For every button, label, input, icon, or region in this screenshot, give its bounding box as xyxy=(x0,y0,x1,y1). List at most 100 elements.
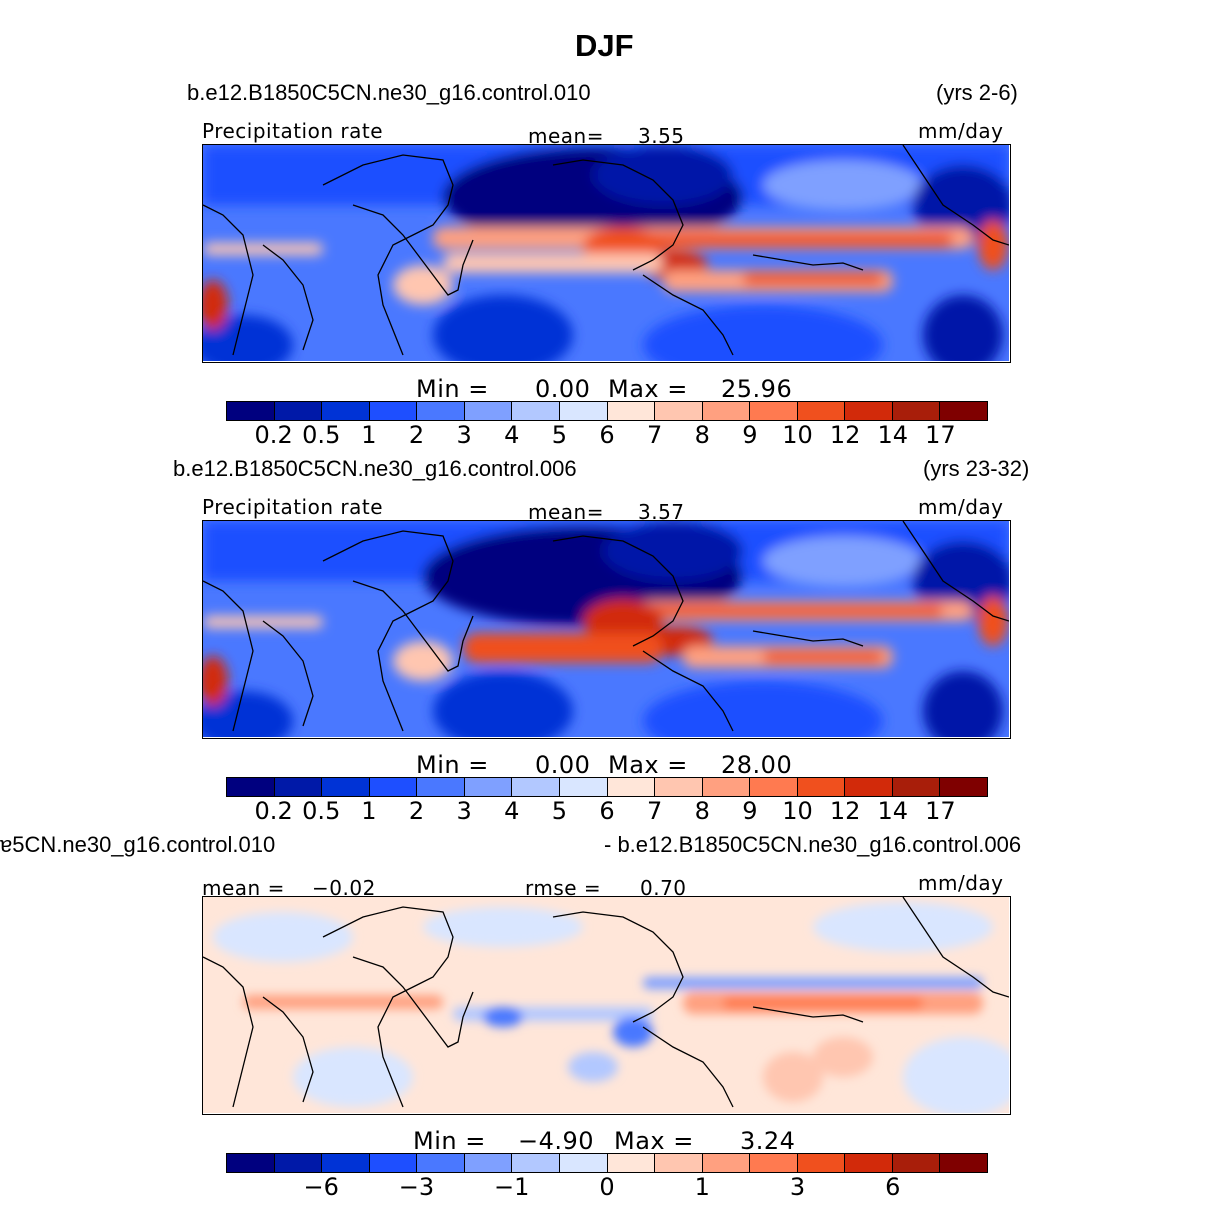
panel3-colorbar-swatch xyxy=(750,1154,798,1172)
panel2-colorbar-swatch xyxy=(369,778,418,796)
panel2-colorbar-swatch xyxy=(464,778,513,796)
panel3-colorbar-tick: 0 xyxy=(599,1173,615,1201)
panel2-colorbar-swatch xyxy=(512,778,560,796)
panel2-colorbar-swatch xyxy=(797,778,846,796)
panel1-colorbar-swatch xyxy=(274,402,323,420)
panel1-colorbar-swatch xyxy=(512,402,560,420)
panel1-max-label: Max = xyxy=(608,375,688,403)
panel1-colorbar-swatch xyxy=(322,402,370,420)
panel3-colorbar-tick: −1 xyxy=(494,1173,530,1201)
panel2-variable: Precipitation rate xyxy=(202,495,383,519)
panel3-colorbar-swatch xyxy=(369,1154,418,1172)
panel1-colorbar-ticks: 0.2 0.5 1 2 3 4 5 6 7 8 9 10 12 14 17 xyxy=(226,421,988,451)
panel1-colorbar-swatch xyxy=(464,402,513,420)
panel2-colorbar-tick: 6 xyxy=(599,797,615,825)
panel3-min-value: −4.90 xyxy=(518,1127,595,1155)
panel1-colorbar-swatch xyxy=(702,402,751,420)
panel1-colorbar-swatch xyxy=(845,402,893,420)
panel2-case-name: b.e12.B1850C5CN.ne30_g16.control.006 xyxy=(173,456,577,481)
panel2-colorbar-tick: 5 xyxy=(551,797,568,825)
panel3-colorbar-tick: −6 xyxy=(303,1173,339,1201)
panel1-colorbar-tick: 17 xyxy=(925,421,956,449)
panel3-colorbar-swatch xyxy=(227,1154,275,1172)
panel3-units: mm/day xyxy=(918,871,1004,895)
panel2-colorbar-tick: 4 xyxy=(504,797,520,825)
panel2-colorbar-tick: 0.2 xyxy=(254,797,293,825)
panel3-colorbar-swatch xyxy=(322,1154,370,1172)
panel1-colorbar-tick: 0.5 xyxy=(302,421,341,449)
panel2-colorbar-swatch xyxy=(750,778,798,796)
panel1-variable: Precipitation rate xyxy=(202,119,383,143)
panel2-max-value: 28.00 xyxy=(721,751,793,779)
panel2-colorbar-tick: 1 xyxy=(361,797,377,825)
panel3-colorbar xyxy=(226,1153,988,1173)
panel1-precip-field xyxy=(203,145,1009,361)
panel1-colorbar-tick: 4 xyxy=(504,421,520,449)
panel3-colorbar-swatch xyxy=(607,1154,656,1172)
panel3-colorbar-tick: 1 xyxy=(694,1173,710,1201)
panel1-colorbar-tick: 12 xyxy=(829,421,861,449)
figure-title: DJF xyxy=(575,28,634,63)
panel1-map xyxy=(202,144,1011,363)
panel2-colorbar-ticks: 0.2 0.5 1 2 3 4 5 6 7 8 9 10 12 14 17 xyxy=(226,797,988,827)
panel2-colorbar-tick: 9 xyxy=(742,797,758,825)
panel1-years: (yrs 2-6) xyxy=(936,80,1018,105)
panel2-colorbar-tick: 0.5 xyxy=(302,797,341,825)
panel2-colorbar-swatch xyxy=(607,778,656,796)
panel2-precip-field xyxy=(203,521,1009,737)
panel2-colorbar-swatch xyxy=(940,778,987,796)
panel3-colorbar-swatch xyxy=(797,1154,846,1172)
panel1-colorbar-tick: 1 xyxy=(361,421,377,449)
panel1-colorbar-tick: 0.2 xyxy=(254,421,293,449)
panel1-colorbar-tick: 3 xyxy=(456,421,472,449)
panel2-colorbar-swatch xyxy=(417,778,465,796)
panel1-colorbar-swatch xyxy=(797,402,846,420)
panel3-colorbar-swatch xyxy=(655,1154,703,1172)
panel1-colorbar-tick: 7 xyxy=(646,421,663,449)
panel2-min-value: 0.00 xyxy=(535,751,591,779)
panel3-colorbar-swatch xyxy=(702,1154,751,1172)
panel2-min-label: Min = xyxy=(416,751,489,779)
panel2-colorbar-tick: 3 xyxy=(456,797,472,825)
panel2-colorbar-swatch xyxy=(702,778,751,796)
panel3-max-label: Max = xyxy=(614,1127,694,1155)
panel2-colorbar-swatch xyxy=(227,778,275,796)
panel1-colorbar-swatch xyxy=(559,402,608,420)
panel2-colorbar-swatch xyxy=(892,778,941,796)
panel3-colorbar-tick: 3 xyxy=(789,1173,806,1201)
panel3-colorbar-ticks: −6 −3 −1 0 1 3 6 xyxy=(226,1173,988,1203)
panel3-min-label: Min = xyxy=(413,1127,486,1155)
panel3-colorbar-swatch xyxy=(940,1154,987,1172)
panel2-colorbar-tick: 17 xyxy=(925,797,956,825)
panel1-colorbar-swatch xyxy=(607,402,656,420)
panel2-colorbar-tick: 14 xyxy=(877,797,909,825)
panel3-map xyxy=(202,896,1011,1115)
panel3-max-value: 3.24 xyxy=(740,1127,796,1155)
panel2-map xyxy=(202,520,1011,739)
panel2-years: (yrs 23-32) xyxy=(923,456,1030,481)
panel2-colorbar-swatch xyxy=(274,778,323,796)
panel1-colorbar-swatch xyxy=(227,402,275,420)
panel3-colorbar-swatch xyxy=(559,1154,608,1172)
panel2-colorbar-swatch xyxy=(845,778,893,796)
panel3-diff-field xyxy=(203,897,1009,1113)
panel1-colorbar-tick: 5 xyxy=(551,421,568,449)
panel1-colorbar-swatch xyxy=(750,402,798,420)
panel1-units: mm/day xyxy=(918,119,1004,143)
panel2-colorbar-tick: 12 xyxy=(829,797,861,825)
panel1-colorbar-swatch xyxy=(417,402,465,420)
panel1-min-value: 0.00 xyxy=(535,375,591,403)
panel3-colorbar-swatch xyxy=(892,1154,941,1172)
panel2-colorbar-tick: 10 xyxy=(782,797,813,825)
panel3-colorbar-swatch xyxy=(417,1154,465,1172)
panel1-colorbar xyxy=(226,401,988,421)
panel3-colorbar-tick: −3 xyxy=(398,1173,435,1201)
panel1-colorbar-swatch xyxy=(940,402,987,420)
panel1-colorbar-tick: 9 xyxy=(742,421,758,449)
panel1-colorbar-tick: 10 xyxy=(782,421,813,449)
panel2-colorbar-tick: 8 xyxy=(694,797,710,825)
panel3-colorbar-swatch xyxy=(274,1154,323,1172)
panel1-colorbar-tick: 8 xyxy=(694,421,710,449)
panel3-minus-case: - b.e12.B1850C5CN.ne30_g16.control.006 xyxy=(604,832,1022,857)
panel3-colorbar-swatch xyxy=(464,1154,513,1172)
